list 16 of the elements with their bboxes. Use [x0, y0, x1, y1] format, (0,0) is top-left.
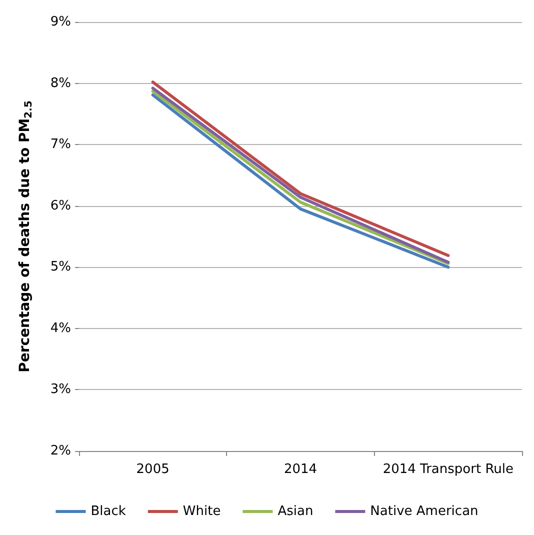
y-tick-label: 7%	[50, 137, 71, 152]
legend-label: Asian	[278, 504, 314, 519]
y-tick-label: 4%	[50, 320, 71, 336]
y-axis-title: Percentage of deaths due to PM2.5	[17, 100, 34, 372]
y-tick-label: 5%	[50, 260, 71, 275]
x-tick-label: 2005	[136, 462, 170, 477]
legend-label: Native American	[370, 504, 478, 519]
y-tick-label: 6%	[50, 198, 71, 214]
legend-label: Black	[90, 504, 126, 519]
y-tick-label: 9%	[50, 14, 71, 30]
y-tick-label: 3%	[50, 382, 71, 398]
y-tick-label: 2%	[50, 444, 71, 458]
x-tick-label: 2014	[284, 462, 318, 477]
legend-label: White	[182, 504, 221, 519]
x-tick-label: 2014 Transport Rule	[382, 462, 514, 477]
y-tick-label: 8%	[50, 76, 71, 91]
